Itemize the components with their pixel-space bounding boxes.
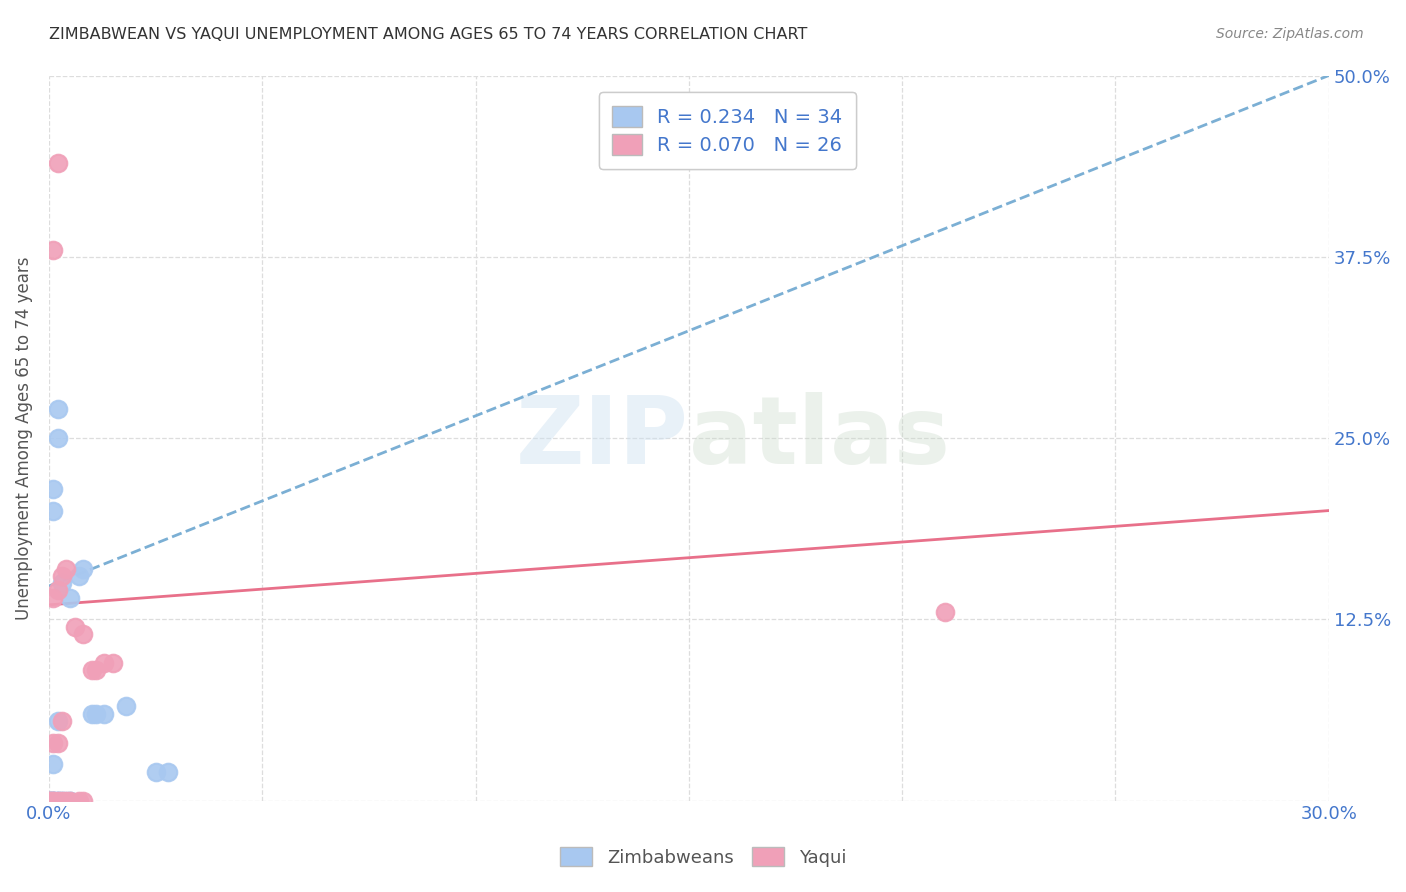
- Point: [46, 794, 69, 808]
- Point: [80, 706, 103, 721]
- Point: [46, 431, 69, 445]
- Point: [51, 794, 73, 808]
- Point: [59, 794, 82, 808]
- Point: [51, 714, 73, 728]
- Text: ZIMBABWEAN VS YAQUI UNEMPLOYMENT AMONG AGES 65 TO 74 YEARS CORRELATION CHART: ZIMBABWEAN VS YAQUI UNEMPLOYMENT AMONG A…: [49, 27, 807, 42]
- Point: [38, 794, 60, 808]
- Point: [46, 794, 69, 808]
- Point: [38, 794, 60, 808]
- Point: [42, 591, 65, 605]
- Point: [67, 794, 90, 808]
- Point: [42, 794, 65, 808]
- Point: [42, 794, 65, 808]
- Point: [38, 794, 60, 808]
- Point: [934, 605, 956, 619]
- Point: [59, 591, 82, 605]
- Point: [93, 706, 115, 721]
- Point: [72, 794, 94, 808]
- Point: [46, 736, 69, 750]
- Point: [80, 663, 103, 677]
- Point: [55, 794, 77, 808]
- Point: [84, 663, 107, 677]
- Point: [51, 794, 73, 808]
- Point: [55, 794, 77, 808]
- Point: [72, 627, 94, 641]
- Point: [55, 561, 77, 575]
- Text: Source: ZipAtlas.com: Source: ZipAtlas.com: [1216, 27, 1364, 41]
- Point: [101, 656, 124, 670]
- Point: [42, 243, 65, 257]
- Point: [42, 482, 65, 496]
- Text: atlas: atlas: [689, 392, 950, 484]
- Point: [51, 569, 73, 583]
- Point: [42, 757, 65, 772]
- Point: [42, 503, 65, 517]
- Point: [93, 656, 115, 670]
- Point: [46, 402, 69, 417]
- Point: [72, 561, 94, 575]
- Point: [42, 794, 65, 808]
- Point: [145, 764, 167, 779]
- Point: [42, 794, 65, 808]
- Point: [46, 155, 69, 169]
- Point: [38, 794, 60, 808]
- Point: [59, 794, 82, 808]
- Point: [63, 619, 86, 633]
- Point: [51, 576, 73, 591]
- Point: [46, 714, 69, 728]
- Legend: R = 0.234   N = 34, R = 0.070   N = 26: R = 0.234 N = 34, R = 0.070 N = 26: [599, 93, 856, 169]
- Y-axis label: Unemployment Among Ages 65 to 74 years: Unemployment Among Ages 65 to 74 years: [15, 256, 32, 620]
- Point: [38, 794, 60, 808]
- Point: [67, 569, 90, 583]
- Point: [46, 794, 69, 808]
- Point: [42, 794, 65, 808]
- Point: [114, 699, 136, 714]
- Point: [157, 764, 180, 779]
- Point: [42, 794, 65, 808]
- Point: [51, 794, 73, 808]
- Text: ZIP: ZIP: [516, 392, 689, 484]
- Point: [42, 794, 65, 808]
- Point: [84, 706, 107, 721]
- Point: [38, 794, 60, 808]
- Legend: Zimbabweans, Yaqui: Zimbabweans, Yaqui: [553, 840, 853, 874]
- Point: [46, 794, 69, 808]
- Point: [59, 794, 82, 808]
- Point: [42, 736, 65, 750]
- Point: [38, 794, 60, 808]
- Point: [46, 583, 69, 598]
